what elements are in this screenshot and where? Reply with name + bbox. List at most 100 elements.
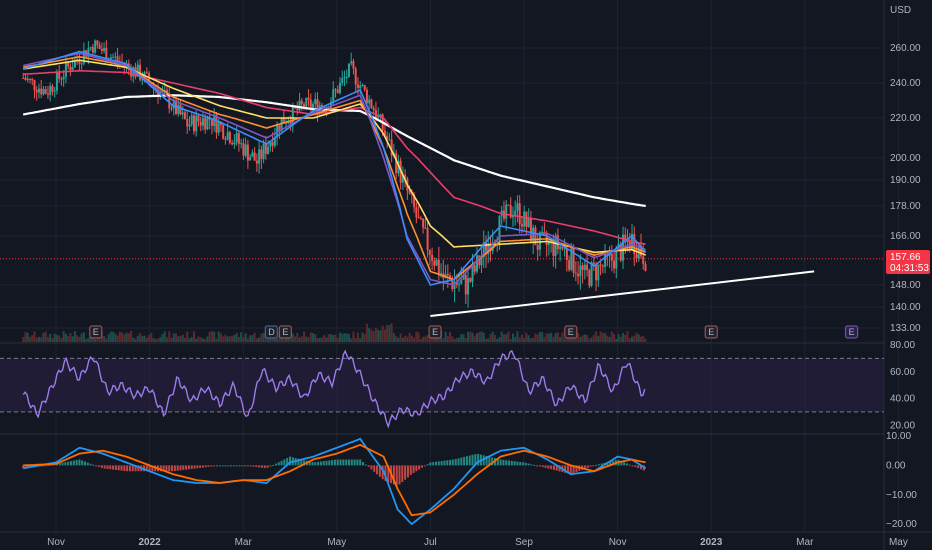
volume-bar: [294, 336, 297, 342]
candle-body: [53, 90, 56, 92]
event-marker-3[interactable]: E: [428, 325, 442, 339]
volume-bar: [244, 333, 247, 342]
macd-histogram-bar: [392, 465, 395, 485]
candle-body: [415, 207, 418, 218]
event-marker-5[interactable]: E: [704, 325, 718, 339]
volume-bar: [619, 336, 622, 342]
volume-bar: [118, 331, 121, 342]
macd-histogram-bar: [89, 463, 92, 466]
macd-histogram-bar: [395, 465, 398, 486]
candle-body: [518, 203, 521, 225]
candle-body: [534, 227, 537, 246]
volume-bar: [637, 334, 640, 342]
volume-bar: [80, 333, 83, 342]
macd-histogram-bar: [185, 465, 188, 470]
volume-bar: [199, 337, 202, 342]
macd-histogram-bar: [449, 459, 452, 466]
macd-histogram-bar: [173, 465, 176, 472]
volume-bar: [33, 331, 36, 342]
volume-bar: [374, 327, 377, 342]
candle-body: [368, 99, 371, 104]
candle-body: [253, 152, 256, 161]
event-marker-0[interactable]: E: [89, 325, 103, 339]
macd-histogram-bar: [566, 465, 569, 474]
volume-bar: [572, 338, 575, 342]
event-label-3: E: [432, 327, 438, 337]
event-marker-6[interactable]: E: [845, 325, 859, 339]
volume-bar: [235, 333, 238, 342]
volume-bar: [622, 333, 625, 342]
volume-bar: [547, 333, 550, 342]
price-tag-value: 157.66: [890, 252, 921, 263]
macd-line-0: [23, 437, 647, 526]
candle-body: [599, 264, 602, 266]
volume-bars: [22, 323, 647, 342]
volume-bar: [78, 336, 81, 342]
support-trendline[interactable]: [430, 270, 815, 317]
volume-bar: [240, 332, 243, 342]
macd-histogram-bar: [204, 465, 207, 468]
volume-bar: [285, 338, 288, 342]
volume-bar: [154, 338, 157, 342]
volume-bar: [127, 333, 130, 342]
volume-bar: [125, 332, 128, 342]
volume-bar: [96, 338, 99, 342]
volume-bar: [143, 335, 146, 342]
volume-bar: [105, 338, 108, 342]
macd-tick-label: −10.00: [886, 490, 917, 501]
candle-body: [601, 265, 604, 267]
event-marker-2[interactable]: E: [278, 325, 292, 339]
volume-bar: [574, 334, 577, 342]
candle-body: [199, 121, 202, 126]
candle-body: [219, 122, 222, 126]
macd-histogram-bar: [325, 460, 328, 466]
volume-bar: [217, 331, 220, 342]
volume-bar: [296, 332, 299, 342]
volume-bar: [406, 336, 409, 342]
volume-bar: [71, 336, 74, 342]
candle-body: [572, 246, 575, 273]
volume-bar: [511, 333, 514, 342]
candle-body: [226, 132, 229, 140]
candle-body: [343, 77, 346, 79]
volume-bar: [413, 337, 416, 342]
volume-bar: [116, 335, 119, 342]
candle-body: [269, 141, 272, 147]
macd-histogram-bar: [117, 465, 120, 471]
volume-bar: [134, 338, 137, 342]
event-label-2: E: [282, 327, 288, 337]
candle-body: [195, 115, 198, 132]
candle-body: [365, 89, 368, 104]
candle-body: [240, 143, 243, 145]
candle-body: [163, 89, 166, 91]
event-marker-1[interactable]: D: [264, 325, 278, 339]
macd-histogram-bar: [67, 461, 70, 466]
candle-body: [359, 85, 362, 88]
volume-bar: [51, 338, 54, 342]
macd-histogram-bar: [426, 464, 429, 466]
price-axis[interactable]: 133.00 140.00 148.00 166.00 178.00 190.00 200.…: [886, 43, 921, 530]
macd-histogram-bar: [429, 462, 432, 466]
candle-body: [642, 256, 645, 264]
time-axis[interactable]: Nov 2022 Mar May Jul Sep Nov 2023 Mar May: [47, 537, 908, 548]
volume-bar: [213, 331, 216, 342]
volume-bar: [276, 338, 279, 342]
macd-histogram-bar: [491, 457, 494, 466]
event-label-5: E: [708, 327, 714, 337]
candle-body: [96, 40, 99, 45]
volume-bar: [352, 331, 355, 342]
event-marker-4[interactable]: E: [564, 325, 578, 339]
volume-bar: [583, 334, 586, 342]
volume-bar: [595, 331, 598, 342]
volume-bar: [190, 337, 193, 342]
volume-bar: [325, 337, 328, 342]
macd-histogram-bar: [600, 463, 603, 466]
candle-body: [80, 63, 83, 65]
volume-bar: [458, 337, 461, 342]
volume-bar: [422, 336, 425, 342]
volume-bar: [53, 333, 56, 342]
macd-histogram-bar: [232, 465, 235, 467]
volume-bar: [145, 337, 148, 342]
macd-histogram-bar: [41, 465, 44, 467]
